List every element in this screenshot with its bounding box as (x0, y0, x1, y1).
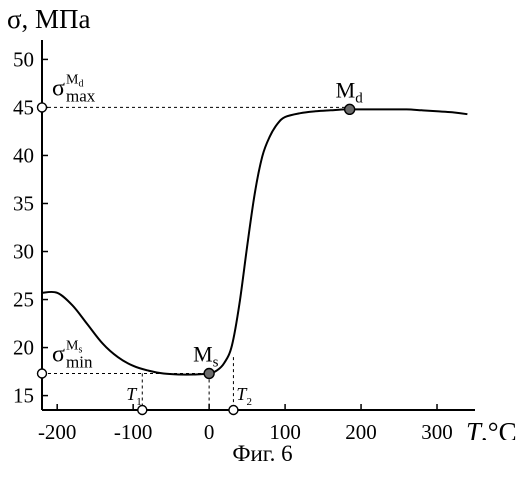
series-line (42, 109, 467, 374)
y-tick-label: 35 (13, 191, 34, 215)
y-marker-sup: M (66, 72, 79, 87)
x-tick-label: 100 (269, 420, 301, 440)
point-label: Ms (193, 342, 219, 371)
y-axis-title: σ, МПа (7, 4, 91, 34)
y-tick-label: 45 (13, 95, 34, 119)
y-tick-label: 50 (13, 47, 34, 71)
point-label: Md (336, 77, 364, 106)
point-label-main: M (193, 342, 213, 367)
figure-caption: Фиг. 6 (0, 441, 525, 467)
x-tick-label: 300 (421, 420, 453, 440)
x-marker-circle (229, 406, 238, 415)
x-tick-label: 0 (204, 420, 215, 440)
label-layer: σ, МПаT,°CσMdmaxσMsminT1T2MsMd (7, 4, 517, 440)
y-tick-label: 15 (13, 384, 34, 408)
y-marker-circle (38, 369, 47, 378)
y-marker-label: σMdmax (52, 72, 96, 105)
x-axis-title: T,°C (466, 417, 517, 440)
point-label-sub: d (355, 90, 363, 106)
y-marker-symbol: σ (52, 75, 65, 101)
curve-layer (42, 109, 467, 374)
stress-temperature-chart: 15 20 25 30 35 40 45 50 -200 -100 0 100 200 300 σ, МП… (0, 0, 525, 440)
x-marker-sub: 2 (246, 396, 252, 408)
y-marker-sub: min (66, 353, 93, 372)
point-label-sub: s (213, 355, 219, 371)
y-tick-label: 25 (13, 288, 34, 312)
y-tick-label: 30 (13, 240, 34, 264)
point-marker (345, 104, 355, 114)
y-marker-sub: max (66, 86, 96, 105)
y-marker-symbol: σ (52, 342, 65, 368)
x-axis-title-unit: ,°C (481, 417, 517, 440)
x-marker-sub: 1 (136, 396, 142, 408)
x-tick-label: 200 (345, 420, 377, 440)
point-label-main: M (336, 77, 356, 102)
y-tick-label: 40 (13, 143, 34, 167)
y-marker-label: σMsmin (52, 339, 93, 372)
y-marker-circle (38, 103, 47, 112)
x-tick-label: -100 (114, 420, 153, 440)
y-tick-label: 20 (13, 336, 34, 360)
y-marker-sup: M (66, 339, 79, 354)
x-tick-label: -200 (38, 420, 77, 440)
x-marker-label: T1 (126, 384, 142, 408)
x-marker-label: T2 (236, 384, 252, 408)
